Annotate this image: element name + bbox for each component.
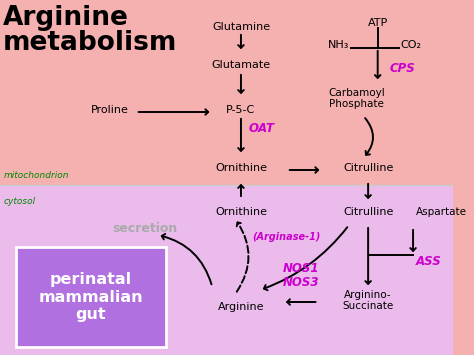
Text: (Arginase-1): (Arginase-1) xyxy=(253,232,321,242)
Text: OAT: OAT xyxy=(248,122,274,135)
Text: P-5-C: P-5-C xyxy=(226,105,255,115)
Text: Glutamine: Glutamine xyxy=(212,22,270,32)
Text: Arginine
metabolism: Arginine metabolism xyxy=(3,5,177,56)
Text: ATP: ATP xyxy=(367,18,388,28)
Text: NOS1
NOS3: NOS1 NOS3 xyxy=(283,262,319,289)
Text: Arginine: Arginine xyxy=(218,302,264,312)
Text: Ornithine: Ornithine xyxy=(215,207,267,217)
Text: secretion: secretion xyxy=(113,222,178,235)
Text: Citrulline: Citrulline xyxy=(343,207,393,217)
Text: Aspartate: Aspartate xyxy=(416,207,467,217)
Text: Proline: Proline xyxy=(91,105,129,115)
Text: CO₂: CO₂ xyxy=(401,40,422,50)
Text: cytosol: cytosol xyxy=(4,197,36,206)
Text: mitochondrion: mitochondrion xyxy=(4,171,69,180)
Text: perinatal
mammalian
gut: perinatal mammalian gut xyxy=(38,272,143,322)
Text: Glutamate: Glutamate xyxy=(211,60,271,70)
Text: CPS: CPS xyxy=(389,62,415,75)
Text: NH₃: NH₃ xyxy=(328,40,349,50)
Text: ASS: ASS xyxy=(416,255,442,268)
Text: Ornithine: Ornithine xyxy=(215,163,267,173)
Text: Citrulline: Citrulline xyxy=(343,163,393,173)
FancyBboxPatch shape xyxy=(16,247,166,347)
Bar xyxy=(0,185,453,355)
Text: Carbamoyl
Phosphate: Carbamoyl Phosphate xyxy=(328,88,385,109)
Text: Arginino-
Succinate: Arginino- Succinate xyxy=(343,290,394,311)
